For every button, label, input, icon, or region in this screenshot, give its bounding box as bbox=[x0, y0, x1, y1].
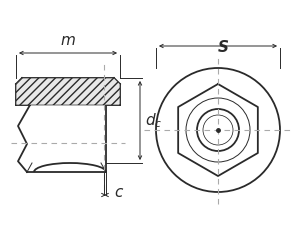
Text: m: m bbox=[61, 33, 75, 48]
Text: S: S bbox=[218, 40, 229, 55]
Text: c: c bbox=[114, 185, 122, 200]
Text: $d_c$: $d_c$ bbox=[145, 111, 162, 130]
Polygon shape bbox=[16, 78, 120, 105]
